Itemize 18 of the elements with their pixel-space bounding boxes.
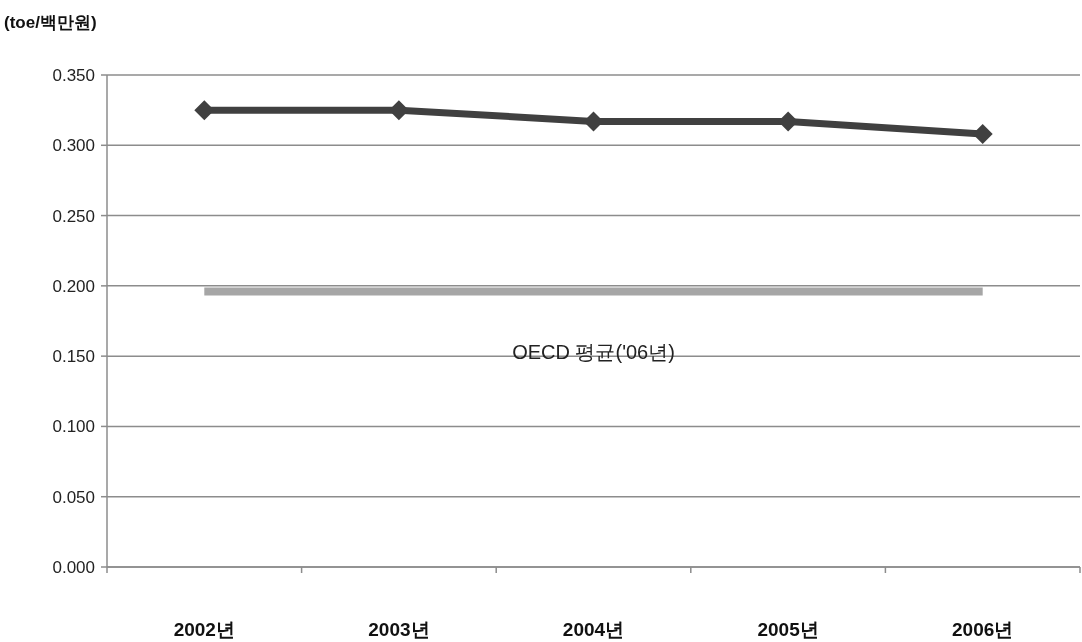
y-axis-title: (toe/백만원) [4,13,97,32]
x-tick-label: 2002년 [173,619,235,640]
point [972,124,993,145]
x-tick-label: 2005년 [757,619,819,640]
y-tick-label: 0.050 [52,487,95,507]
y-tick-label: 0.300 [52,136,95,156]
text: OECD 평균('06년) [512,341,675,364]
x-tick-label: 2006년 [952,619,1014,640]
point [194,100,215,121]
x-tick-label: 2003년 [368,619,430,640]
y-tick-label: 0.250 [52,206,95,226]
y-tick-label: 0.000 [52,558,95,577]
x-tick-label: 2004년 [562,619,625,640]
y-tick-label: 0.200 [52,276,95,296]
y-tick-label: 0.350 [52,66,95,85]
point [778,111,799,132]
y-tick-label: 0.150 [52,347,95,367]
y-tick-label: 0.100 [52,417,95,437]
